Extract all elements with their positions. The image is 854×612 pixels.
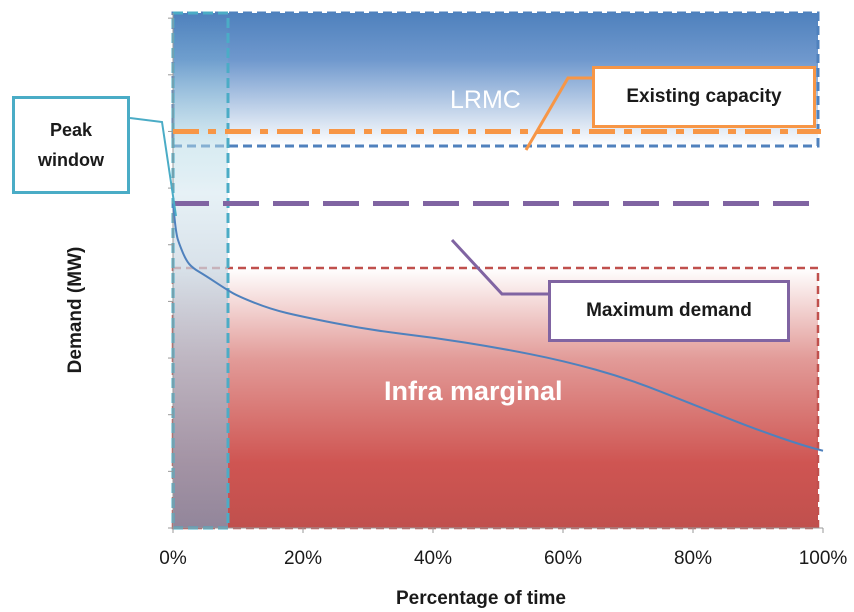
existing-capacity-leader (524, 76, 592, 151)
peak-window-leader (129, 117, 177, 217)
x-tick-label: 60% (543, 548, 583, 569)
maximum-demand-callout: Maximum demand (548, 280, 790, 342)
x-axis-ticks (172, 528, 824, 533)
x-tick-label: 100% (798, 548, 848, 569)
y-axis-title: Demand (MW) (65, 246, 86, 374)
infra-marginal-label: Infra marginal (384, 376, 563, 406)
peak-window-text: Peak window (38, 120, 104, 170)
x-axis-title: Percentage of time (396, 588, 566, 609)
peak-window-callout: Peak window (12, 96, 130, 194)
y-axis-ticks (168, 17, 173, 529)
x-tick-label: 40% (413, 548, 453, 569)
peak-window-region (171, 11, 230, 530)
x-tick-label: 80% (673, 548, 713, 569)
x-tick-label: 0% (159, 548, 187, 569)
maximum-demand-leader (450, 238, 548, 296)
lrmc-label: LRMC (450, 86, 521, 114)
existing-capacity-callout: Existing capacity (592, 66, 816, 128)
load-duration-curve (172, 203, 824, 452)
maximum-demand-text: Maximum demand (586, 300, 752, 321)
x-tick-label: 20% (283, 548, 323, 569)
existing-capacity-text: Existing capacity (626, 86, 782, 107)
